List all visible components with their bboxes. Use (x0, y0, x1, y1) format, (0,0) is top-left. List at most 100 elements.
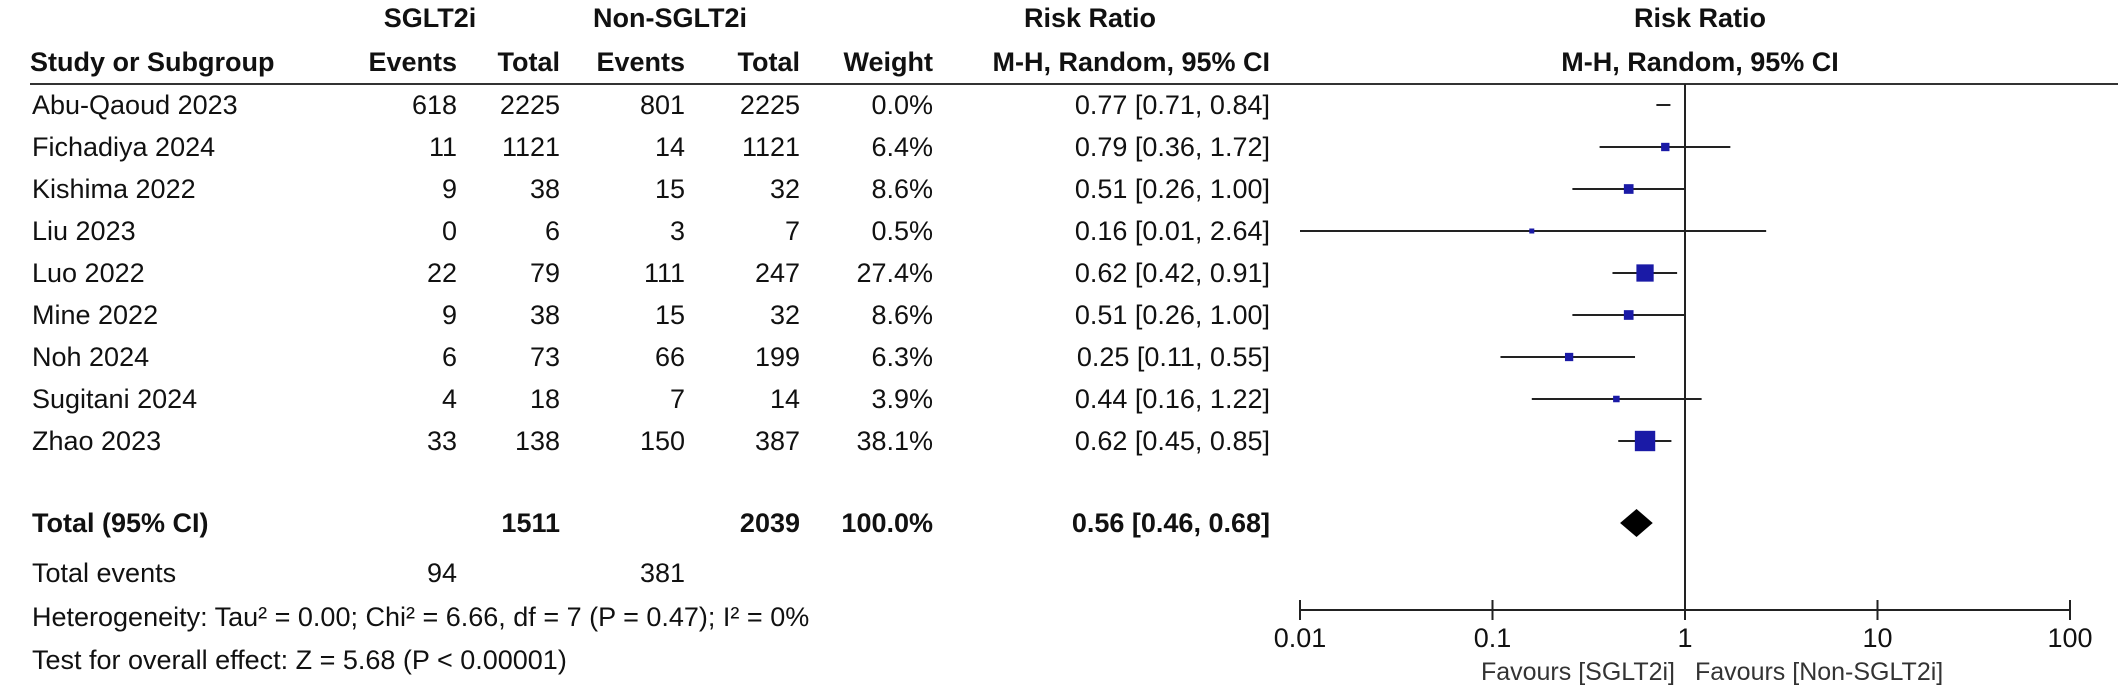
events1-cell: 11 (428, 132, 457, 162)
study-marker (1636, 264, 1654, 282)
study-name: Abu-Qaoud 2023 (32, 90, 238, 120)
events1-cell: 0 (441, 216, 457, 246)
total2-cell: 32 (769, 300, 800, 330)
study-name: Mine 2022 (32, 300, 159, 330)
total-n1: 1511 (501, 508, 560, 538)
total2-cell: 1121 (741, 132, 800, 162)
total2-cell: 14 (769, 384, 800, 414)
events2-cell: 15 (654, 300, 685, 330)
study-marker (1623, 184, 1634, 194)
ci-cell: 0.79 [0.36, 1.72] (1074, 132, 1270, 162)
ci-cell: 0.44 [0.16, 1.22] (1074, 384, 1270, 414)
weight-cell: 0.0% (871, 90, 933, 120)
total-events2: 381 (639, 558, 685, 588)
overall-effect-text: Test for overall effect: Z = 5.68 (P < 0… (32, 645, 567, 675)
events2-cell: 3 (669, 216, 685, 246)
plot-method-header: M-H, Random, 95% CI (1561, 47, 1839, 77)
heterogeneity-text: Heterogeneity: Tau² = 0.00; Chi² = 6.66,… (32, 602, 810, 632)
events1-cell: 6 (441, 342, 457, 372)
study-name: Sugitani 2024 (32, 384, 198, 414)
events2-cell: 111 (643, 258, 685, 288)
x-tick-label: 10 (1862, 623, 1892, 653)
ci-cell: 0.77 [0.71, 0.84] (1074, 90, 1270, 120)
weight-cell: 6.4% (871, 132, 933, 162)
total1-cell: 138 (514, 426, 560, 456)
total1-cell: 6 (544, 216, 560, 246)
events2-cell: 150 (639, 426, 685, 456)
total1-cell: 79 (529, 258, 560, 288)
events2-cell: 15 (654, 174, 685, 204)
weight-cell: 0.5% (871, 216, 933, 246)
total2-cell: 32 (769, 174, 800, 204)
events1-cell: 4 (441, 384, 457, 414)
events1-cell: 9 (441, 174, 457, 204)
weight-cell: 6.3% (871, 342, 933, 372)
favours-left-label: Favours [SGLT2i] (1481, 658, 1675, 686)
total2-cell: 247 (754, 258, 800, 288)
total2-cell: 387 (754, 426, 800, 456)
col-events1-header: Events (368, 47, 457, 77)
study-name: Liu 2023 (32, 216, 136, 246)
pooled-diamond (1620, 509, 1653, 537)
total2-cell: 199 (754, 342, 800, 372)
col-weight-header: Weight (843, 47, 934, 77)
weight-cell: 38.1% (856, 426, 933, 456)
study-marker (1564, 352, 1574, 362)
study-marker (1623, 310, 1634, 320)
total-events-label: Total events (32, 558, 177, 588)
weight-cell: 3.9% (871, 384, 933, 414)
col-events2-header: Events (596, 47, 685, 77)
x-tick-label: 1 (1677, 623, 1692, 653)
study-marker (1634, 430, 1656, 452)
weight-cell: 8.6% (871, 174, 933, 204)
events2-cell: 7 (669, 384, 685, 414)
events1-cell: 9 (441, 300, 457, 330)
total1-cell: 38 (529, 174, 560, 204)
study-name: Fichadiya 2024 (32, 132, 216, 162)
study-name: Zhao 2023 (32, 426, 162, 456)
events1-cell: 33 (426, 426, 457, 456)
col-total2-header: Total (737, 47, 801, 77)
total1-cell: 1121 (501, 132, 560, 162)
events1-cell: 618 (411, 90, 457, 120)
risk-ratio-table-header: Risk Ratio (1023, 3, 1157, 33)
events2-cell: 801 (639, 90, 685, 120)
ci-cell: 0.62 [0.45, 0.85] (1074, 426, 1270, 456)
total-ci: 0.56 [0.46, 0.68] (1071, 508, 1270, 538)
x-tick-label: 0.01 (1274, 623, 1327, 653)
study-marker (1661, 142, 1670, 152)
x-tick-label: 100 (2047, 623, 2092, 653)
total2-cell: 7 (784, 216, 800, 246)
total1-cell: 2225 (499, 90, 560, 120)
total1-cell: 38 (529, 300, 560, 330)
weight-cell: 8.6% (871, 300, 933, 330)
ci-cell: 0.62 [0.42, 0.91] (1074, 258, 1270, 288)
study-marker (1529, 228, 1535, 234)
events2-cell: 66 (654, 342, 685, 372)
study-name: Kishima 2022 (32, 174, 196, 204)
favours-right-label: Favours [Non-SGLT2i] (1695, 658, 1943, 686)
events1-cell: 22 (426, 258, 457, 288)
total-label: Total (95% CI) (32, 508, 209, 538)
events2-cell: 14 (654, 132, 685, 162)
ci-cell: 0.51 [0.26, 1.00] (1074, 174, 1270, 204)
weight-cell: 27.4% (856, 258, 933, 288)
col-method-header: M-H, Random, 95% CI (992, 47, 1270, 77)
study-marker (1613, 395, 1620, 403)
ci-cell: 0.51 [0.26, 1.00] (1074, 300, 1270, 330)
study-name: Noh 2024 (32, 342, 150, 372)
ci-cell: 0.16 [0.01, 2.64] (1074, 216, 1270, 246)
total1-cell: 18 (529, 384, 560, 414)
col-total1-header: Total (497, 47, 561, 77)
header-rule (30, 83, 2118, 85)
x-tick-label: 0.1 (1474, 623, 1512, 653)
total2-cell: 2225 (739, 90, 800, 120)
group2-header: Non-SGLT2i (593, 3, 747, 33)
group1-header: SGLT2i (383, 3, 477, 33)
ci-cell: 0.25 [0.11, 0.55] (1076, 342, 1270, 372)
total-n2: 2039 (739, 508, 800, 538)
col-study-header: Study or Subgroup (30, 47, 275, 77)
risk-ratio-plot-header: Risk Ratio (1633, 3, 1767, 33)
